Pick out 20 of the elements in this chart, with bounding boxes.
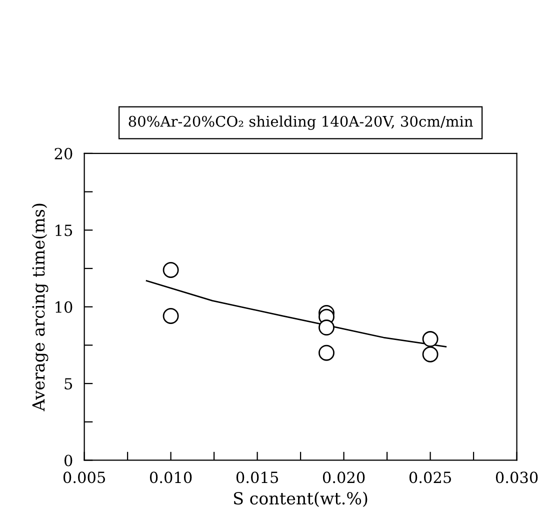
chart-title: 80%Ar-20%CO₂ shielding 140A-20V, 30cm/min bbox=[128, 116, 473, 130]
x-tick-label: 0.015 bbox=[236, 472, 278, 484]
point bbox=[318, 344, 334, 361]
x-tick-label: 0.005 bbox=[63, 472, 106, 484]
x-tick-label: 0.025 bbox=[409, 472, 451, 484]
point bbox=[422, 331, 438, 348]
x-tick-label: 0.010 bbox=[150, 472, 192, 484]
y-tick-label: 15 bbox=[56, 224, 72, 236]
y-axis-title: Average arcing time(ms) bbox=[32, 204, 48, 412]
x-tick-label: 0.020 bbox=[322, 472, 365, 484]
y-tick-label: 5 bbox=[64, 378, 72, 390]
point bbox=[422, 346, 438, 362]
x-tick-label: 0.030 bbox=[496, 472, 538, 484]
y-tick-label: 0 bbox=[64, 454, 72, 466]
point bbox=[162, 308, 179, 324]
point bbox=[162, 262, 179, 278]
point bbox=[318, 320, 334, 336]
y-tick-label: 10 bbox=[56, 301, 72, 313]
y-tick-label: 20 bbox=[54, 148, 72, 160]
x-axis-title: S content(wt.%) bbox=[234, 492, 368, 507]
